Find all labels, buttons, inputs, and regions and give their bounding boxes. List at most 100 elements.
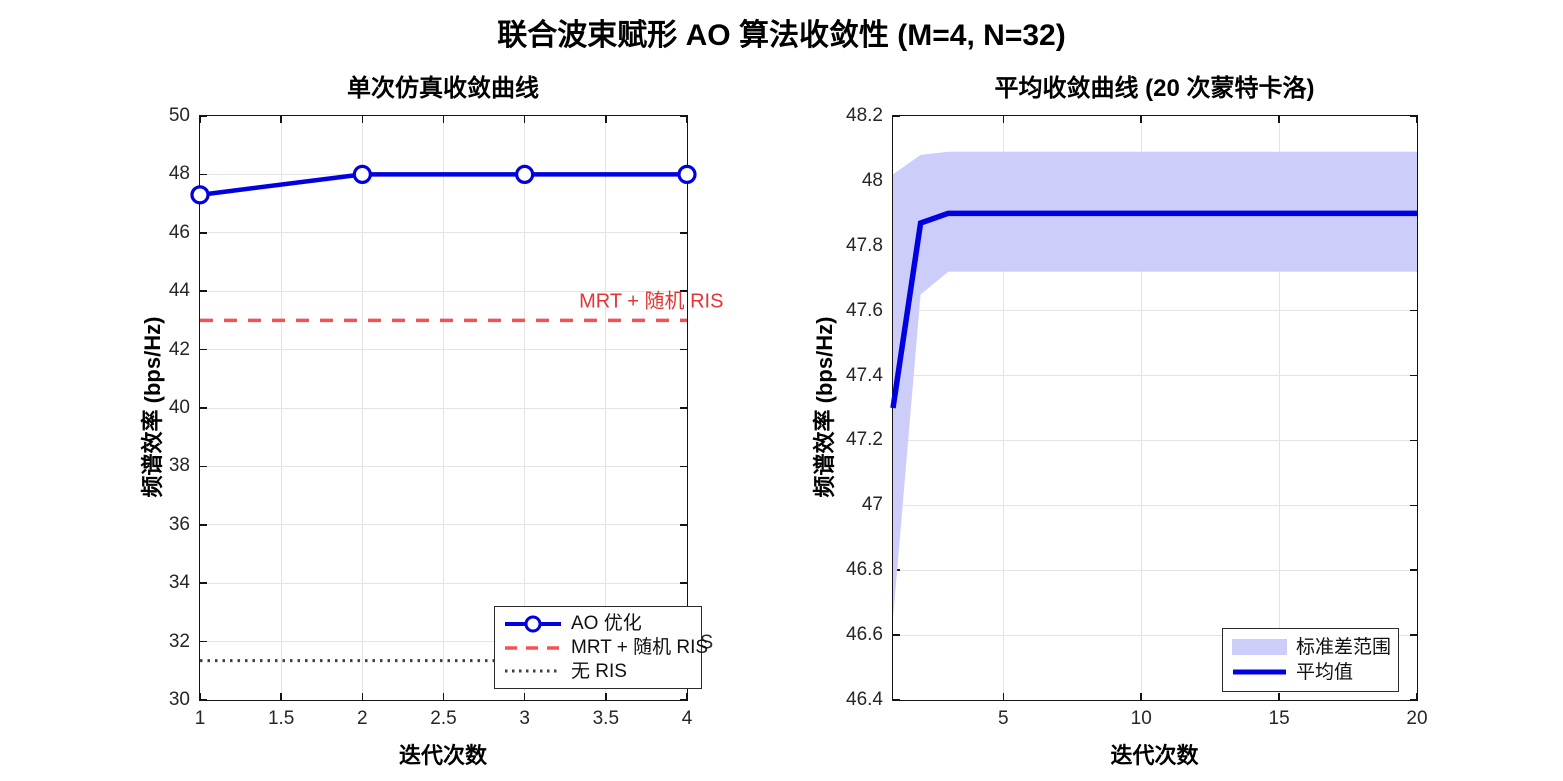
tick-mark [442, 116, 445, 123]
legend-band-patch-icon [1232, 639, 1287, 656]
y-tick-label: 47.4 [846, 364, 883, 386]
tick-mark [361, 693, 364, 700]
data-point-marker [352, 164, 372, 185]
y-tick-label: 47.6 [846, 299, 883, 321]
tick-mark [200, 173, 207, 176]
tick-mark [200, 582, 207, 584]
tick-mark [200, 640, 207, 643]
tick-mark [680, 407, 687, 409]
x-tick-label: 1.5 [267, 708, 295, 729]
tick-mark [200, 348, 207, 351]
right-legend: 标准差范围 平均值 [1222, 628, 1399, 692]
y-tick-label: 47.2 [846, 429, 883, 451]
data-point-marker [515, 164, 535, 185]
x-tick-label: 3.5 [592, 708, 620, 729]
gridline [200, 465, 687, 467]
y-tick-label: 48.2 [846, 105, 883, 126]
tick-mark [1410, 634, 1417, 636]
tick-mark [893, 699, 900, 701]
legend-dashed-line-icon [505, 645, 561, 650]
x-tick-label: 10 [1130, 708, 1152, 729]
right-y-axis-label: 频谱效率 (bps/Hz) [812, 316, 837, 498]
plot-svg [890, 151, 1417, 619]
tick-mark [680, 232, 687, 234]
y-tick-label: 48 [861, 169, 883, 191]
left-plot-title: 单次仿真收敛曲线 [347, 75, 539, 102]
legend-label-mrt: MRT + 随机 RIS [571, 637, 709, 658]
legend-label-noris: 无 RIS [571, 660, 627, 682]
y-tick-label: 48 [168, 163, 190, 185]
tick-mark [200, 290, 207, 292]
x-tick-label: 3 [519, 708, 530, 729]
gridline [893, 439, 1417, 441]
series-line [890, 210, 1417, 409]
gridline [893, 310, 1417, 312]
gridline [200, 349, 687, 351]
tick-mark [605, 693, 607, 700]
y-tick-label: 47.8 [846, 234, 883, 256]
gridline [1140, 116, 1142, 700]
tick-mark [523, 116, 526, 123]
tick-mark [200, 699, 207, 701]
tick-mark [200, 232, 207, 234]
x-tick-label: 5 [998, 708, 1009, 729]
right-plot-title: 平均收敛曲线 (20 次蒙特卡洛) [994, 75, 1315, 102]
y-tick-label: 42 [168, 338, 190, 360]
plot-annotation: MRT + 随机 RIS [579, 290, 724, 312]
tick-mark [280, 693, 282, 700]
tick-mark [680, 290, 687, 292]
legend-label-mean: 平均值 [1296, 661, 1354, 683]
tick-mark [361, 116, 364, 123]
right-plot-area: 标准差范围 平均值 5 10 15 20 46.4 46.6 46.8 47 47.2 47.4 4… [846, 105, 1428, 729]
tick-mark [1410, 569, 1417, 571]
gridline [200, 641, 687, 643]
tick-mark [199, 116, 201, 123]
legend-solid-line-circle-icon [505, 615, 561, 633]
y-tick-label: 34 [168, 572, 190, 594]
tick-mark [200, 465, 207, 468]
legend-entry-mean: 平均值 [1232, 662, 1389, 682]
y-tick-label: 46.6 [846, 624, 883, 646]
y-tick-label: 46.4 [846, 689, 883, 710]
tick-mark [680, 582, 687, 584]
tick-mark [200, 524, 207, 526]
tick-mark [523, 693, 526, 700]
std-band [893, 151, 1417, 619]
y-tick-label: 44 [168, 280, 190, 302]
y-tick-label: 50 [168, 105, 190, 126]
tick-mark [893, 634, 900, 636]
legend-label-ao: AO 优化 [571, 613, 642, 635]
gridline [893, 504, 1417, 506]
tick-mark [200, 407, 207, 409]
tick-mark [1416, 693, 1418, 700]
tick-mark [1140, 116, 1142, 123]
gridline [200, 290, 687, 292]
tick-mark [893, 115, 900, 117]
tick-mark [680, 115, 687, 117]
tick-mark [680, 524, 687, 526]
legend-entry-mrt: MRT + 随机 RIS [504, 638, 708, 658]
legend-label-band: 标准差范围 [1296, 636, 1392, 658]
y-tick-label: 46.8 [846, 559, 883, 581]
tick-mark [680, 348, 687, 351]
data-point-marker [677, 164, 697, 185]
y-tick-label: 38 [168, 455, 190, 477]
y-tick-label: 30 [168, 689, 190, 710]
tick-mark [1278, 116, 1280, 123]
tick-mark [1410, 115, 1417, 117]
gridline [200, 582, 687, 584]
figure-title: 联合波束赋形 AO 算法收敛性 (M=4, N=32) [497, 19, 1066, 52]
tick-mark [199, 693, 201, 700]
tick-mark [1278, 693, 1280, 700]
gridline [200, 524, 687, 526]
tick-mark [1002, 116, 1005, 123]
tick-mark [605, 116, 607, 123]
tick-mark [1002, 693, 1005, 700]
tick-mark [680, 699, 687, 701]
x-tick-label: 2 [357, 708, 368, 729]
tick-mark [686, 693, 688, 700]
left-plot-area: AO 优化 MRT + 随机 RIS 无 RIS 1 1.5 2 2.5 3 3.5 4 30… [169, 105, 724, 729]
x-tick-label: 20 [1406, 708, 1428, 729]
legend-mean-line-icon [1233, 669, 1286, 675]
